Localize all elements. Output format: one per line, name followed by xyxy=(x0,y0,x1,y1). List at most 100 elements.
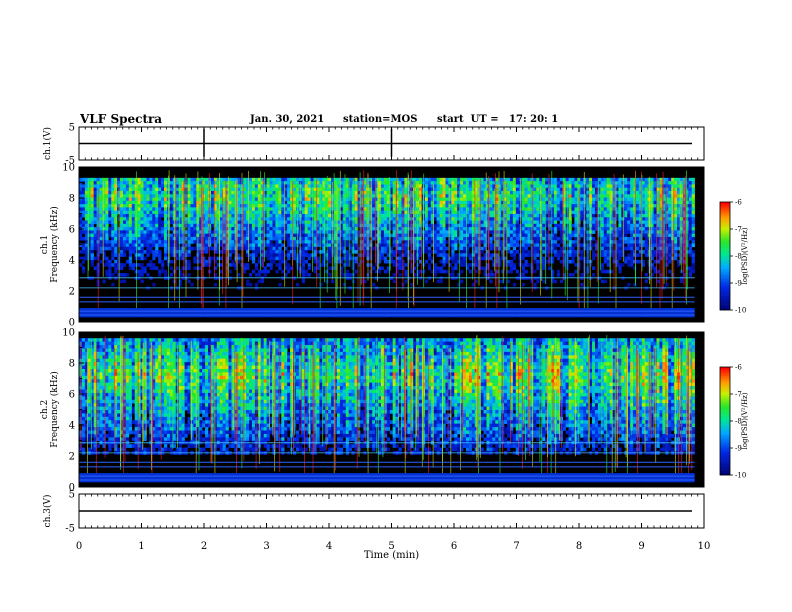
spectrogram-cell xyxy=(146,210,150,215)
spectrogram-cell xyxy=(498,210,502,215)
spectrogram-cell xyxy=(313,246,317,251)
spectrogram-cell xyxy=(653,243,657,248)
spectrogram-cell xyxy=(380,184,385,188)
spectrogram-cell xyxy=(114,177,118,182)
spectrogram-cell xyxy=(477,177,481,182)
spectrogram-cell xyxy=(345,181,349,185)
spectrogram-cell xyxy=(410,194,414,198)
spectrogram-cell xyxy=(269,243,273,248)
spectrogram-cell xyxy=(111,236,115,241)
spectrogram-cell xyxy=(395,177,399,182)
spectrogram-cell xyxy=(137,236,141,241)
spectrogram-cell xyxy=(451,240,455,244)
spectrogram-cell xyxy=(228,250,232,254)
spectrogram-cell xyxy=(301,210,306,215)
spectrogram-cell xyxy=(117,177,121,182)
spectrogram-cell xyxy=(348,194,352,198)
spectrogram-cell xyxy=(583,223,587,228)
spectrogram-cell xyxy=(410,236,414,241)
spectrogram-cell xyxy=(419,223,423,228)
spectrogram-cell xyxy=(155,210,159,215)
spectrogram-cell xyxy=(263,177,267,182)
spectrogram-cell xyxy=(597,197,602,202)
spectrogram-cell xyxy=(633,207,637,211)
spectrogram-cell xyxy=(445,204,449,208)
spectrogram-cell xyxy=(128,177,133,182)
spectrogram-cell xyxy=(641,220,646,225)
spectrogram-cell xyxy=(592,230,596,234)
spectrogram-cell xyxy=(650,187,654,192)
spectrogram-cell xyxy=(345,213,349,218)
spectrogram-cell xyxy=(125,177,130,182)
spectrogram-cell xyxy=(339,207,344,211)
spectrogram-cell xyxy=(375,233,379,238)
spectrogram-cell xyxy=(155,223,159,228)
spectrogram-cell xyxy=(128,197,133,202)
spectrogram-cell xyxy=(600,217,605,221)
spectrogram-cell xyxy=(108,213,112,218)
spectrogram-cell xyxy=(465,207,470,211)
spectrogram-cell xyxy=(691,204,695,208)
spectrogram-cell xyxy=(193,207,197,211)
spectrogram-cell xyxy=(190,194,194,198)
spectrogram-cell xyxy=(246,213,250,218)
spectrogram-cell xyxy=(609,207,613,211)
spectrogram-cell xyxy=(216,210,221,215)
spectrogram-cell xyxy=(363,184,367,188)
spectrogram-cell xyxy=(380,243,385,248)
spectrogram-cell xyxy=(583,230,587,234)
spectrogram-cell xyxy=(574,187,578,192)
spectrogram-cell xyxy=(635,233,640,238)
spectrogram-cell xyxy=(114,236,118,241)
spectrogram-cell xyxy=(287,181,291,185)
spectrogram-cell xyxy=(307,190,311,195)
spectrogram-cell xyxy=(650,184,654,188)
spectrogram-cell xyxy=(653,184,657,188)
spectrogram-cell xyxy=(463,236,467,241)
spectrogram-cell xyxy=(407,220,411,225)
spectrogram-cell xyxy=(433,246,437,251)
spectrogram-cell xyxy=(635,210,640,215)
spectrogram-cell xyxy=(398,250,402,254)
spectrogram-cell xyxy=(175,220,179,225)
spectrogram-cell xyxy=(310,177,314,182)
spectrogram-cell xyxy=(515,190,520,195)
spectrogram-cell xyxy=(336,200,341,205)
spectrogram-cell xyxy=(389,184,393,188)
spectrogram-cell xyxy=(158,220,162,225)
spectrogram-cell xyxy=(372,207,376,211)
spectrogram-cell xyxy=(246,207,250,211)
spectrogram-cell xyxy=(635,227,640,231)
spectrogram-cell xyxy=(685,181,690,185)
spectrogram-cell xyxy=(536,243,540,248)
spectrogram-cell xyxy=(630,190,634,195)
spectrogram-cell xyxy=(688,194,692,198)
y-tick-label: 5 xyxy=(69,123,75,134)
spectrogram-cell xyxy=(451,236,455,241)
spectrogram-cell xyxy=(413,204,417,208)
spectrogram-cell xyxy=(556,197,561,202)
spectrogram-cell xyxy=(290,204,294,208)
spectrogram-cell xyxy=(638,194,643,198)
spectrogram-cell xyxy=(457,213,461,218)
spectrogram-cell xyxy=(304,197,308,202)
spectrogram-cell xyxy=(548,227,552,231)
spectrogram-cell xyxy=(87,184,92,188)
y-axis-label: ch.1(V) xyxy=(42,127,53,160)
spectrogram-cell xyxy=(281,250,285,254)
spectrogram-cell xyxy=(656,213,660,218)
spectrogram-cell xyxy=(389,187,393,192)
spectrogram-cell xyxy=(524,194,528,198)
spectrogram-cell xyxy=(210,194,215,198)
spectrogram-cell xyxy=(556,243,561,248)
spectrogram-cell xyxy=(413,184,417,188)
spectrogram-cell xyxy=(278,250,282,254)
spectrogram-cell xyxy=(606,223,610,228)
spectrogram-cell xyxy=(627,223,631,228)
spectrogram-cell xyxy=(210,184,215,188)
spectrogram-cell xyxy=(210,177,215,182)
spectrogram-cell xyxy=(527,220,531,225)
spectrogram-cell xyxy=(501,220,505,225)
spectrogram-cell xyxy=(424,240,429,244)
spectrogram-cell xyxy=(439,177,443,182)
